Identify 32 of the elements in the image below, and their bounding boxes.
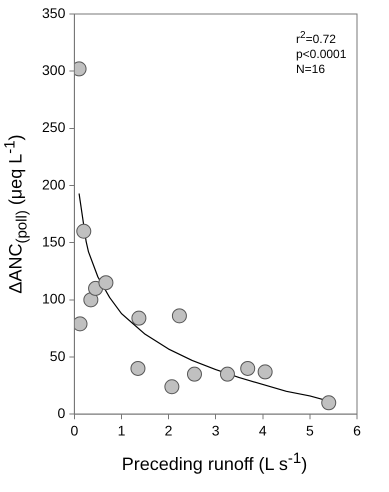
x-axis-title: Preceding runoff (L s$^{-1}$) xyxy=(120,450,308,475)
y-tick-label: 300 xyxy=(42,62,66,78)
y-tick-label: 0 xyxy=(58,405,66,422)
point xyxy=(83,292,98,308)
point xyxy=(321,395,336,410)
annotation: N=16 xyxy=(296,62,326,77)
point xyxy=(164,379,180,394)
x-tick-label: 6 xyxy=(353,422,362,438)
y-tick-label: 350 xyxy=(42,4,66,21)
point xyxy=(76,224,92,239)
point xyxy=(131,310,146,326)
point xyxy=(220,366,235,382)
point xyxy=(98,275,114,290)
x-tick-label: 2 xyxy=(164,422,173,438)
point xyxy=(74,316,88,332)
y-tick-label: 150 xyxy=(42,234,66,250)
y-tick-label: 250 xyxy=(42,119,66,136)
y-tick-label: 50 xyxy=(50,348,66,364)
x-tick-label: 0 xyxy=(70,422,78,438)
x-tick-label: 1 xyxy=(118,422,126,438)
point xyxy=(258,364,273,380)
point xyxy=(240,360,256,376)
x-tick-label: 5 xyxy=(306,422,314,438)
y-tick-label: 100 xyxy=(42,290,66,307)
point xyxy=(172,308,187,324)
point xyxy=(186,366,202,382)
y-tick-label: 200 xyxy=(42,176,66,192)
point xyxy=(130,360,146,376)
annotation: p<0.0001 xyxy=(296,47,346,62)
x-tick-label: 4 xyxy=(258,422,267,438)
x-tick-label: 3 xyxy=(212,422,220,438)
annotation: r$^{2}$=0.72 xyxy=(296,29,337,47)
